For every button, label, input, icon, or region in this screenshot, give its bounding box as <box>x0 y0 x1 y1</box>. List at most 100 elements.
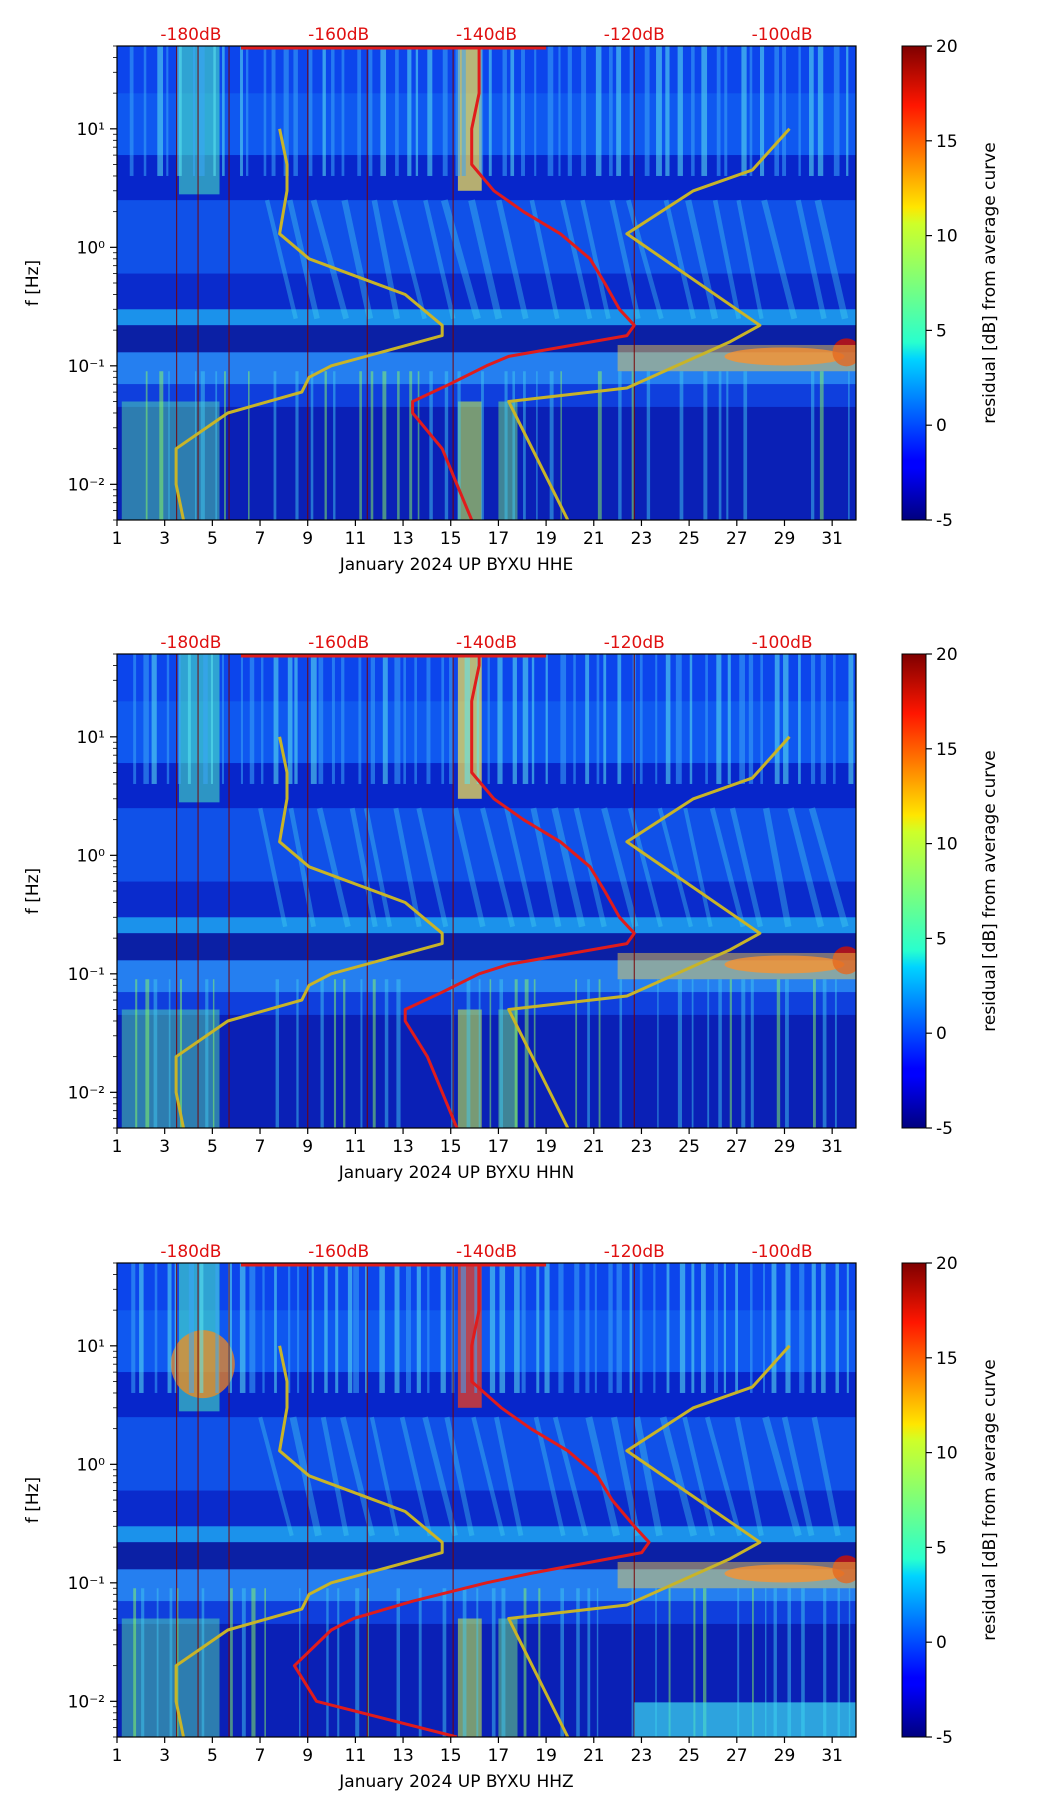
y-tick-label: 10¹ <box>77 120 105 140</box>
x-tick-label: 3 <box>159 1137 170 1157</box>
colorbar-tick-label: 0 <box>936 1633 947 1653</box>
db-scale-label: -120dB <box>604 1242 665 1262</box>
x-tick-label: 17 <box>488 1746 510 1766</box>
colorbar-tick-label: 20 <box>936 37 958 57</box>
x-tick-label: 11 <box>345 1746 367 1766</box>
y-tick-label: 10⁰ <box>77 238 106 258</box>
series-line-noise-model-2 <box>507 735 791 1128</box>
x-axis-label: January 2024 UP BYXU HHN <box>338 1163 575 1183</box>
x-tick-label: 23 <box>631 1746 653 1766</box>
series-line-noise-model-1 <box>174 1345 444 1737</box>
x-tick-label: 15 <box>440 1137 462 1157</box>
spectrogram-image <box>117 46 856 520</box>
x-tick-label: 29 <box>774 529 796 549</box>
series-line-noise-model-2 <box>507 1344 791 1737</box>
series-line-average <box>292 1263 651 1737</box>
colorbar-tick-label: 0 <box>936 1024 947 1044</box>
colorbar-tick-label: 15 <box>936 1349 958 1369</box>
db-scale-label: -140dB <box>456 1242 517 1262</box>
colorbar <box>901 653 927 1129</box>
x-tick-label: 23 <box>631 529 653 549</box>
x-axis-label: January 2024 UP BYXU HHZ <box>338 1772 573 1792</box>
y-tick-label: 10⁰ <box>77 1455 106 1475</box>
x-tick-label: 13 <box>392 1137 414 1157</box>
x-tick-label: 21 <box>583 529 605 549</box>
colorbar-tick-label: 10 <box>936 227 958 247</box>
colorbar-tick-label: 5 <box>936 929 947 949</box>
x-tick-label: 9 <box>302 1137 313 1157</box>
x-tick-label: 17 <box>488 529 510 549</box>
colorbar-label: residual [dB] from average curve <box>980 142 1000 423</box>
y-tick-label: 10⁰ <box>77 846 106 866</box>
y-tick-label: 10⁻² <box>68 1692 105 1712</box>
db-scale-label: -120dB <box>604 25 665 45</box>
y-tick-label: 10⁻¹ <box>68 965 105 985</box>
y-tick-label: 10⁻¹ <box>68 357 105 377</box>
colorbar-tick-label: 20 <box>936 1254 958 1274</box>
x-tick-label: 25 <box>678 1137 700 1157</box>
x-tick-label: 3 <box>159 529 170 549</box>
spectrogram-image <box>117 1263 856 1737</box>
colorbar-label: residual [dB] from average curve <box>980 1359 1000 1640</box>
y-tick-label: 10¹ <box>77 1337 105 1357</box>
x-tick-label: 9 <box>302 1746 313 1766</box>
y-tick-label: 10⁻¹ <box>68 1574 105 1594</box>
colorbar-tick-label: 5 <box>936 321 947 341</box>
colorbar-tick-label: 0 <box>936 416 947 436</box>
db-scale-label: -160dB <box>308 25 369 45</box>
x-tick-label: 1 <box>112 1137 123 1157</box>
x-tick-label: 19 <box>535 1746 557 1766</box>
x-tick-label: 3 <box>159 1746 170 1766</box>
x-tick-label: 31 <box>821 1137 843 1157</box>
series-line-average <box>411 46 636 520</box>
x-tick-label: 23 <box>631 1137 653 1157</box>
x-tick-label: 19 <box>535 529 557 549</box>
y-axis-label: f [Hz] <box>23 868 43 914</box>
db-scale-label: -160dB <box>308 1242 369 1262</box>
x-tick-label: 31 <box>821 529 843 549</box>
x-tick-label: 13 <box>392 1746 414 1766</box>
x-tick-label: 25 <box>678 529 700 549</box>
x-tick-label: 5 <box>207 1137 218 1157</box>
colorbar-tick-label: 15 <box>936 740 958 760</box>
x-tick-label: 21 <box>583 1746 605 1766</box>
y-axis-label: f [Hz] <box>23 260 43 306</box>
db-scale-label: -100dB <box>752 633 813 653</box>
x-tick-label: 27 <box>726 529 748 549</box>
x-tick-label: 19 <box>535 1137 557 1157</box>
x-tick-label: 7 <box>255 529 266 549</box>
x-tick-label: 15 <box>440 529 462 549</box>
y-tick-label: 10⁻² <box>68 1083 105 1103</box>
y-tick-label: 10¹ <box>77 728 105 748</box>
x-tick-label: 9 <box>302 529 313 549</box>
series-line-average <box>403 654 636 1128</box>
colorbar <box>901 45 927 521</box>
colorbar-label: residual [dB] from average curve <box>980 750 1000 1031</box>
db-scale-label: -180dB <box>160 25 221 45</box>
x-tick-label: 5 <box>207 1746 218 1766</box>
x-tick-label: 25 <box>678 1746 700 1766</box>
series-line-noise-model-1 <box>174 736 444 1128</box>
db-scale-label: -140dB <box>456 633 517 653</box>
db-scale-label: -160dB <box>308 633 369 653</box>
colorbar-tick-label: -5 <box>936 511 953 531</box>
colorbar-tick-label: 15 <box>936 132 958 152</box>
y-axis-label: f [Hz] <box>23 1477 43 1523</box>
colorbar-tick-label: 20 <box>936 645 958 665</box>
colorbar <box>901 1262 927 1738</box>
x-tick-label: 5 <box>207 529 218 549</box>
colorbar-tick-label: -5 <box>936 1119 953 1139</box>
db-scale-label: -180dB <box>160 1242 221 1262</box>
x-tick-label: 17 <box>488 1137 510 1157</box>
x-axis-label: January 2024 UP BYXU HHE <box>339 555 574 575</box>
series-line-noise-model-2 <box>507 127 791 520</box>
x-tick-label: 29 <box>774 1746 796 1766</box>
x-tick-label: 1 <box>112 529 123 549</box>
x-tick-label: 21 <box>583 1137 605 1157</box>
db-scale-label: -100dB <box>752 25 813 45</box>
x-tick-label: 1 <box>112 1746 123 1766</box>
colorbar-tick-label: 5 <box>936 1538 947 1558</box>
